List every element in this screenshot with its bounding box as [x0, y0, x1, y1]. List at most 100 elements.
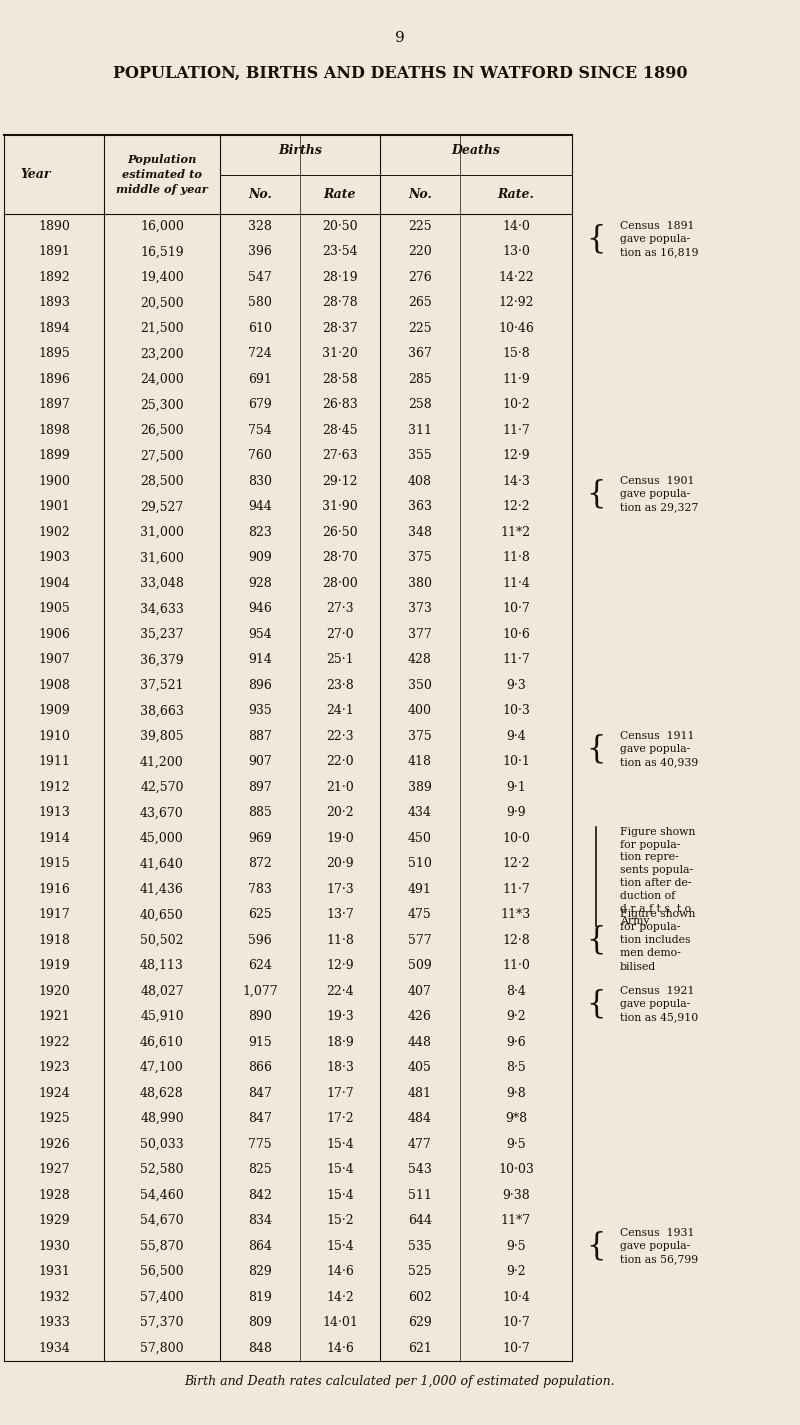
Text: 1893: 1893	[38, 296, 70, 309]
Text: 15·4: 15·4	[326, 1163, 354, 1176]
Text: 20,500: 20,500	[140, 296, 184, 309]
Text: No.: No.	[408, 188, 432, 201]
Text: 10·0: 10·0	[502, 832, 530, 845]
Text: 11·9: 11·9	[502, 373, 530, 386]
Text: 225: 225	[408, 322, 432, 335]
Text: 1890: 1890	[38, 219, 70, 234]
Text: 28·19: 28·19	[322, 271, 358, 284]
Text: Census  1921
gave popula-
tion as 45,910: Census 1921 gave popula- tion as 45,910	[620, 986, 698, 1022]
Text: 1905: 1905	[38, 603, 70, 616]
Text: 367: 367	[408, 348, 432, 361]
Text: 1,077: 1,077	[242, 985, 278, 998]
Text: 28·37: 28·37	[322, 322, 358, 335]
Text: 10·3: 10·3	[502, 704, 530, 717]
Text: 57,800: 57,800	[140, 1341, 184, 1355]
Text: {: {	[586, 224, 606, 255]
Text: 535: 535	[408, 1240, 432, 1253]
Text: 28·70: 28·70	[322, 551, 358, 564]
Text: 823: 823	[248, 526, 272, 539]
Text: 405: 405	[408, 1062, 432, 1074]
Text: 37,521: 37,521	[140, 678, 184, 693]
Text: 363: 363	[408, 500, 432, 513]
Text: 33,048: 33,048	[140, 577, 184, 590]
Text: 10·46: 10·46	[498, 322, 534, 335]
Text: Census  1901
gave popula-
tion as 29,327: Census 1901 gave popula- tion as 29,327	[620, 476, 698, 513]
Text: 407: 407	[408, 985, 432, 998]
Text: 969: 969	[248, 832, 272, 845]
Text: 12·92: 12·92	[498, 296, 534, 309]
Text: 11·7: 11·7	[502, 882, 530, 896]
Text: 450: 450	[408, 832, 432, 845]
Text: Births: Births	[278, 144, 322, 157]
Text: 12·8: 12·8	[502, 933, 530, 946]
Text: 27·63: 27·63	[322, 449, 358, 463]
Text: 348: 348	[408, 526, 432, 539]
Text: 31,600: 31,600	[140, 551, 184, 564]
Text: 12·9: 12·9	[326, 959, 354, 972]
Text: 23·8: 23·8	[326, 678, 354, 693]
Text: 24·1: 24·1	[326, 704, 354, 717]
Text: 9: 9	[395, 31, 405, 46]
Text: Deaths: Deaths	[451, 144, 501, 157]
Text: 577: 577	[408, 933, 432, 946]
Text: 396: 396	[248, 245, 272, 258]
Text: 1897: 1897	[38, 399, 70, 412]
Text: 887: 887	[248, 730, 272, 742]
Text: 624: 624	[248, 959, 272, 972]
Text: 954: 954	[248, 628, 272, 641]
Text: 48,990: 48,990	[140, 1112, 184, 1126]
Text: 17·2: 17·2	[326, 1112, 354, 1126]
Text: 45,910: 45,910	[140, 1010, 184, 1023]
Text: 596: 596	[248, 933, 272, 946]
Text: 45,000: 45,000	[140, 832, 184, 845]
Text: 872: 872	[248, 858, 272, 871]
Text: 1894: 1894	[38, 322, 70, 335]
Text: 543: 543	[408, 1163, 432, 1176]
Text: 1904: 1904	[38, 577, 70, 590]
Text: 1924: 1924	[38, 1087, 70, 1100]
Text: 1896: 1896	[38, 373, 70, 386]
Text: 56,500: 56,500	[140, 1265, 184, 1278]
Text: 510: 510	[408, 858, 432, 871]
Text: 484: 484	[408, 1112, 432, 1126]
Text: 825: 825	[248, 1163, 272, 1176]
Text: 509: 509	[408, 959, 432, 972]
Text: 48,628: 48,628	[140, 1087, 184, 1100]
Text: 21,500: 21,500	[140, 322, 184, 335]
Text: 12·2: 12·2	[502, 858, 530, 871]
Text: 23,200: 23,200	[140, 348, 184, 361]
Text: POPULATION, BIRTHS AND DEATHS IN WATFORD SINCE 1890: POPULATION, BIRTHS AND DEATHS IN WATFORD…	[113, 64, 687, 81]
Text: 1920: 1920	[38, 985, 70, 998]
Text: 848: 848	[248, 1341, 272, 1355]
Text: 373: 373	[408, 603, 432, 616]
Text: 9·2: 9·2	[506, 1010, 526, 1023]
Text: 1907: 1907	[38, 653, 70, 667]
Text: 428: 428	[408, 653, 432, 667]
Text: 285: 285	[408, 373, 432, 386]
Text: {: {	[586, 1231, 606, 1261]
Text: 11·0: 11·0	[502, 959, 530, 972]
Text: 1934: 1934	[38, 1341, 70, 1355]
Text: 34,633: 34,633	[140, 603, 184, 616]
Text: 54,460: 54,460	[140, 1188, 184, 1201]
Text: 610: 610	[248, 322, 272, 335]
Text: Census  1891
gave popula-
tion as 16,819: Census 1891 gave popula- tion as 16,819	[620, 221, 698, 258]
Text: 41,640: 41,640	[140, 858, 184, 871]
Text: 783: 783	[248, 882, 272, 896]
Text: 11·7: 11·7	[502, 653, 530, 667]
Text: 408: 408	[408, 475, 432, 487]
Text: 41,200: 41,200	[140, 755, 184, 768]
Text: 15·4: 15·4	[326, 1188, 354, 1201]
Text: 11·7: 11·7	[502, 423, 530, 437]
Text: 1902: 1902	[38, 526, 70, 539]
Text: 9·1: 9·1	[506, 781, 526, 794]
Text: 50,502: 50,502	[140, 933, 184, 946]
Text: 580: 580	[248, 296, 272, 309]
Text: 1917: 1917	[38, 908, 70, 922]
Text: 350: 350	[408, 678, 432, 693]
Text: 11·8: 11·8	[502, 551, 530, 564]
Text: 691: 691	[248, 373, 272, 386]
Text: 55,870: 55,870	[140, 1240, 184, 1253]
Text: 11*3: 11*3	[501, 908, 531, 922]
Text: 1927: 1927	[38, 1163, 70, 1176]
